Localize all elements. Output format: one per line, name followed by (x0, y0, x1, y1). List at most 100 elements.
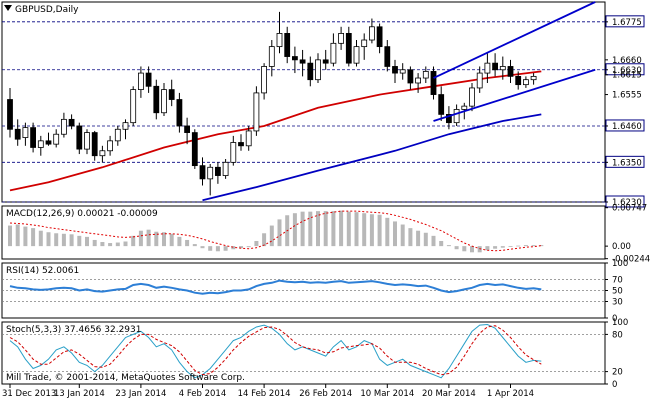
rsi-line (9, 279, 542, 295)
candle-body (84, 132, 90, 150)
candle (276, 11, 283, 54)
macd-histogram-bar (531, 245, 536, 247)
candle-body (130, 89, 137, 124)
candle-body (14, 128, 21, 140)
rsi-title: RSI(14) 52.0061 (6, 266, 79, 276)
macd-histogram-bar (393, 221, 397, 247)
candle (361, 33, 368, 60)
y-tick-label: 30 (612, 298, 623, 308)
x-tick-label: 10 Mar 2014 (360, 389, 414, 399)
y-tick-label: 0.00 (612, 242, 631, 252)
candle-body (184, 125, 191, 133)
candle (199, 157, 206, 186)
candle (338, 26, 345, 50)
macd-histogram-bar (254, 240, 259, 247)
macd-histogram-bar (15, 224, 20, 247)
candle-body (361, 39, 368, 48)
macd-histogram-bar (308, 211, 313, 247)
candle-body (245, 130, 252, 147)
candle (91, 130, 98, 161)
macd-histogram-bar (8, 225, 12, 247)
macd-histogram-bar (292, 213, 297, 247)
candle-body (307, 62, 314, 81)
candle-body (161, 89, 167, 114)
x-tick-label: 31 Dec 2013 (2, 389, 56, 399)
candle-body (430, 71, 437, 95)
candle (430, 66, 437, 100)
x-tick-label: 26 Feb 2014 (299, 389, 352, 399)
candle-body (22, 127, 29, 138)
candle (14, 119, 21, 146)
x-tick-label: 13 Jan 2014 (54, 389, 105, 399)
candle (99, 145, 106, 163)
macd-histogram-bar (92, 239, 97, 247)
macd-histogram-bar (470, 246, 474, 253)
trendline (433, 68, 596, 122)
macd-histogram-bar (346, 211, 351, 247)
candle (299, 49, 306, 77)
macd-histogram-bar (369, 214, 374, 247)
candle-body (230, 142, 237, 163)
candle-body (214, 166, 221, 176)
macd-histogram-bar (162, 232, 166, 247)
y-tick-label: 1.6630 (612, 66, 642, 76)
candle (523, 76, 529, 88)
macd-histogram-bar (300, 211, 305, 247)
candle-body (114, 128, 121, 142)
candle-body (268, 46, 275, 67)
macd-histogram-bar (23, 226, 28, 247)
y-tick-label: 70 (612, 276, 623, 286)
macd-histogram-bar (138, 230, 143, 247)
macd-histogram-bar (269, 225, 274, 247)
candle (137, 66, 144, 98)
candle (130, 86, 137, 126)
y-tick-label: 100 (612, 318, 628, 328)
macd-histogram-bar (169, 233, 174, 247)
candle-body (284, 33, 291, 57)
macd-histogram-bar (439, 240, 444, 247)
candle (515, 71, 522, 90)
macd-histogram-bar (454, 246, 459, 250)
candle-body (45, 140, 52, 145)
macd-histogram-bar (231, 246, 236, 250)
candle-body (384, 46, 391, 67)
copyright-text: Mill Trade, © 2001-2014, MetaQuotes Soft… (6, 373, 245, 383)
candle (30, 122, 37, 153)
candle-body (191, 132, 198, 167)
candle-body (499, 66, 506, 71)
candle-body (315, 59, 321, 81)
macd-histogram-bar (477, 246, 482, 253)
macd-histogram-bar (77, 235, 82, 247)
candle (122, 119, 129, 140)
candle (245, 125, 252, 151)
candle-body (492, 62, 499, 71)
x-tick-label: 14 Feb 2014 (238, 389, 291, 399)
macd-histogram-bar (331, 211, 336, 247)
macd-histogram-bar (208, 246, 213, 251)
macd-histogram-bar (362, 213, 367, 247)
candle (168, 79, 175, 107)
candle (268, 40, 275, 77)
candle-body (68, 118, 75, 127)
y-tick-label: 50 (612, 287, 623, 297)
macd-histogram-bar (46, 232, 51, 247)
candle (476, 66, 483, 93)
stoch-line (9, 323, 542, 379)
candle (161, 82, 167, 117)
macd-histogram-bar (200, 246, 205, 249)
moving-average-line (202, 113, 542, 202)
candle-body (422, 71, 429, 79)
candle-body (453, 109, 460, 124)
candle (61, 112, 67, 138)
candle (307, 56, 314, 87)
candle (291, 46, 298, 74)
candle (37, 135, 44, 156)
macd-histogram-bar (339, 210, 344, 247)
macd-histogram-bar (416, 230, 421, 247)
macd-histogram-bar (54, 233, 59, 247)
candle-body (330, 42, 337, 64)
candle (22, 122, 29, 146)
candle (392, 59, 398, 83)
candle-body (376, 26, 383, 48)
candle (230, 135, 237, 166)
